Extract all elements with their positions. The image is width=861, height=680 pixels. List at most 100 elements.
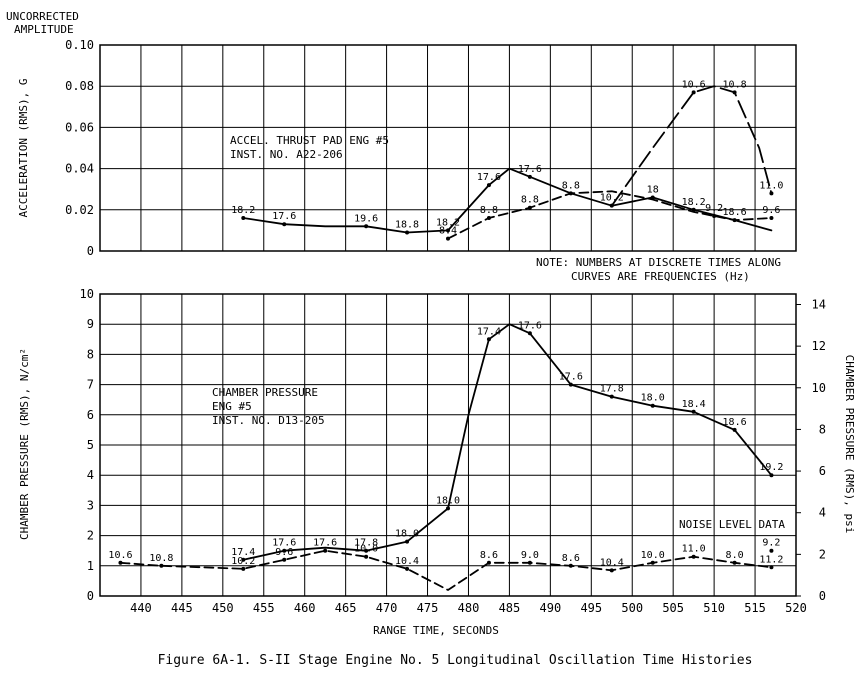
bottom-data-point <box>568 563 573 568</box>
bottom-data-point <box>732 560 737 565</box>
bottom-ytick-label: 4 <box>87 468 94 482</box>
top-data-point <box>527 205 532 210</box>
bottom-legend-line2: ENG #5 <box>212 400 252 413</box>
top-frequency-label: 9.2 <box>705 203 723 214</box>
bottom-frequency-label: 18.6 <box>723 417 747 428</box>
bottom-ytick-label: 2 <box>87 529 94 543</box>
x-tick-label: 500 <box>621 601 643 615</box>
bottom-data-point <box>159 563 164 568</box>
bottom-legend-line3: INST. NO. D13-205 <box>212 414 325 427</box>
top-frequency-label: 18.2 <box>436 217 460 228</box>
bottom-data-point <box>691 409 696 414</box>
bottom-ytick-right-label: 4 <box>819 506 826 520</box>
top-frequency-label: 18.2 <box>682 197 706 208</box>
x-tick-label: 445 <box>171 601 193 615</box>
bottom-data-point <box>241 566 246 571</box>
bottom-frequency-label: 8.6 <box>480 550 498 561</box>
top-frequency-label: 18 <box>647 184 659 195</box>
bottom-ytick-right-label: 2 <box>819 547 826 561</box>
top-frequency-label: 19.6 <box>354 213 378 224</box>
top-ytick-label: 0 <box>87 244 94 258</box>
bottom-frequency-label: 18.0 <box>641 393 665 404</box>
bottom-data-point <box>769 473 774 478</box>
bottom-frequency-label: 10.4 <box>395 556 419 567</box>
bottom-frequency-label: 10.0 <box>641 550 665 561</box>
bottom-series-dashed <box>119 549 773 591</box>
top-legend-line2: INST. NO. A22-206 <box>230 148 343 161</box>
top-frequency-label: 18.6 <box>723 207 747 218</box>
bottom-data-point <box>527 331 532 336</box>
bottom-frequency-label: 10.2 <box>231 556 255 567</box>
bottom-data-point <box>486 337 491 342</box>
top-ytick-label: 0.02 <box>65 203 94 217</box>
x-tick-label: 455 <box>253 601 275 615</box>
top-frequency-label: 8.8 <box>521 195 539 206</box>
bottom-frequency-label: 17.8 <box>600 384 624 395</box>
x-tick-label: 485 <box>499 601 521 615</box>
bottom-frequency-label: 10.8 <box>149 553 173 564</box>
top-data-point <box>446 228 450 233</box>
bottom-plot-frame <box>99 293 797 597</box>
top-frequency-label: 10.8 <box>723 79 747 90</box>
bottom-ytick-label: 9 <box>87 317 94 331</box>
top-data-point <box>241 216 246 221</box>
bottom-data-point <box>446 506 450 511</box>
bottom-frequency-label: 17.6 <box>313 538 337 549</box>
top-data-point <box>446 236 450 241</box>
bottom-data-point <box>527 560 532 565</box>
bottom-ytick-right-label: 8 <box>819 422 826 436</box>
bottom-ytick-label: 8 <box>87 347 94 361</box>
bottom-data-point <box>364 548 369 553</box>
bottom-frequency-label: 11.0 <box>682 544 706 555</box>
bottom-data-point <box>241 557 246 562</box>
top-series-dashed <box>447 190 773 240</box>
top-frequency-label: 8.8 <box>480 205 498 216</box>
bottom-frequency-label: 9.2 <box>762 538 780 549</box>
bottom-frequency-label: 11.2 <box>759 554 783 565</box>
bottom-data-point <box>609 394 614 399</box>
bottom-ytick-label: 3 <box>87 498 94 512</box>
top-ytick-label: 0.10 <box>65 38 94 52</box>
top-data-point <box>527 174 532 179</box>
top-ytick-label: 0.08 <box>65 79 94 93</box>
figure-caption: Figure 6A-1. S-II Stage Engine No. 5 Lon… <box>158 653 753 668</box>
bottom-data-point <box>118 560 123 565</box>
top-frequency-label: 18.8 <box>395 219 419 230</box>
bottom-frequency-label: 18.0 <box>436 495 460 506</box>
bottom-data-point <box>405 566 410 571</box>
top-data-point <box>405 230 410 235</box>
bottom-frequency-label: 9.6 <box>275 547 293 558</box>
x-tick-label: 470 <box>376 601 398 615</box>
x-tick-label: 450 <box>212 601 234 615</box>
bottom-ytick-label: 6 <box>87 408 94 422</box>
bottom-data-point <box>609 568 614 573</box>
top-frequency-label: 17.6 <box>477 172 501 183</box>
bottom-data-point <box>282 548 287 553</box>
x-tick-label: 490 <box>540 601 562 615</box>
bottom-data-point <box>568 382 573 387</box>
bottom-ytick-label: 0 <box>87 589 94 603</box>
x-tick-label: 465 <box>335 601 357 615</box>
bottom-ylabel-right: CHAMBER PRESSURE (RMS), psi <box>843 355 856 534</box>
note-line2: CURVES ARE FREQUENCIES (Hz) <box>571 270 750 283</box>
bottom-ytick-label: 7 <box>87 378 94 392</box>
bottom-ytick-label: 10 <box>80 287 94 301</box>
bottom-ytick-right-label: 6 <box>819 464 826 478</box>
bottom-frequency-label: 17.6 <box>518 320 542 331</box>
x-tick-label: 475 <box>417 601 439 615</box>
x-axis-label: RANGE TIME, SECONDS <box>373 624 499 637</box>
top-frequency-label: 17.6 <box>272 211 296 222</box>
top-ylabel-extra-line1: UNCORRECTED <box>6 10 79 23</box>
bottom-ytick-label: 1 <box>87 559 94 573</box>
x-tick-label: 480 <box>458 601 480 615</box>
bottom-ylabel: CHAMBER PRESSURE (RMS), N/cm² <box>18 348 31 540</box>
top-data-point <box>364 224 369 229</box>
bottom-data-point <box>769 565 774 570</box>
x-tick-label: 460 <box>294 601 316 615</box>
top-data-point <box>282 222 287 227</box>
bottom-frequency-label: 18.4 <box>682 399 706 410</box>
x-tick-label: 440 <box>130 601 152 615</box>
note-line1: NOTE: NUMBERS AT DISCRETE TIMES ALONG <box>536 256 781 269</box>
top-frequency-label: 8.4 <box>439 226 457 237</box>
top-ytick-label: 0.04 <box>65 162 94 176</box>
